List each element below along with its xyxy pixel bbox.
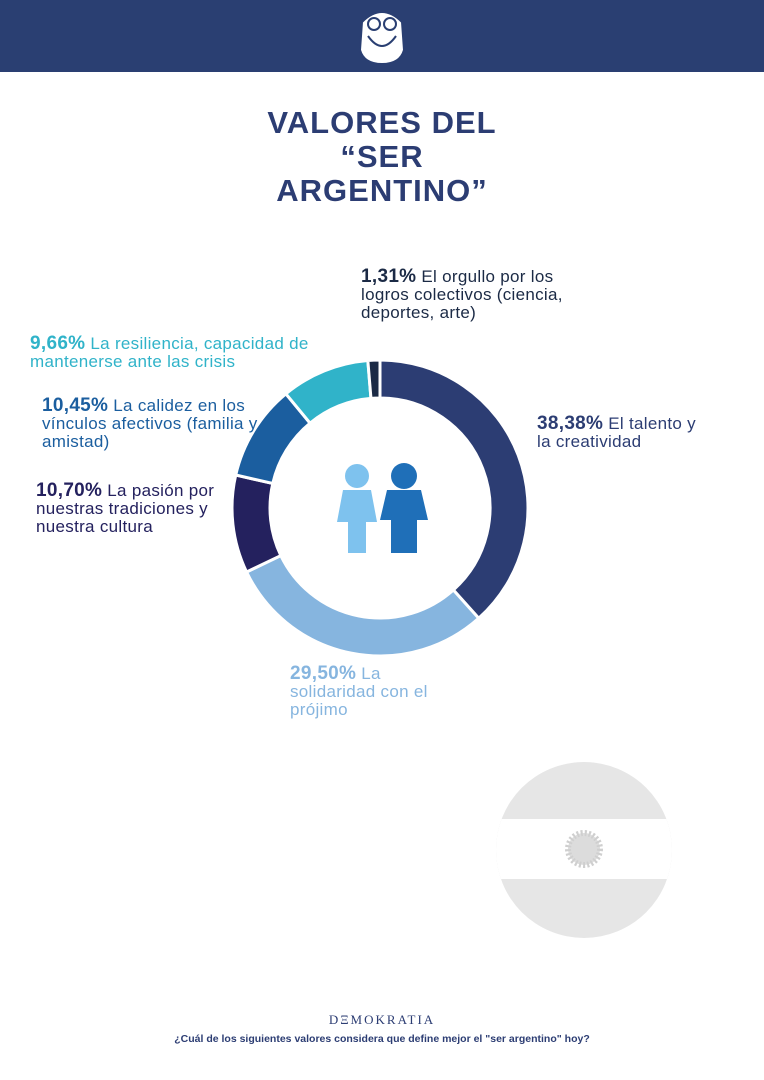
category-label: La calidez en los vínculos afectivos (fa… [42,396,258,451]
slice-label: 1,31% El orgullo por los logros colectiv… [361,266,591,322]
category-label: La resiliencia, capacidad de mantenerse … [30,334,309,371]
donut-slice [378,358,530,621]
category-label: El orgullo por los logros colectivos (ci… [361,267,563,322]
slice-label: 29,50% La solidaridad con el prójimo [290,663,460,719]
category-label: La pasión por nuestras tradiciones y nue… [36,481,215,536]
category-label: El talento y la creatividad [537,414,696,451]
question: ¿Cuál de los siguientes valores consider… [174,1033,590,1045]
owl-logo [358,11,406,66]
value-label: 1,31% [361,266,417,287]
brand: DΞMOKRATIA [328,1012,436,1027]
slice-label: 10,45% La calidez en los vínculos afecti… [42,395,277,451]
title: VALORES DEL “SER ARGENTINO” [267,105,497,208]
people-icon [337,463,428,553]
slice-label: 38,38% El talento y la creatividad [537,413,712,451]
slice-label: 10,70% La pasión por nuestras tradicione… [36,480,241,536]
donut-slice [244,553,481,658]
slice-label: 9,66% La resiliencia, capacidad de mante… [30,333,330,371]
value-label: 29,50% [290,663,357,684]
category-label: La solidaridad con el prójimo [290,664,428,719]
value-label: 9,66% [30,333,86,354]
value-label: 10,45% [42,395,109,416]
value-label: 10,70% [36,480,103,501]
flag-circle [496,762,672,938]
value-label: 38,38% [537,413,604,434]
donut-slice [366,358,382,400]
